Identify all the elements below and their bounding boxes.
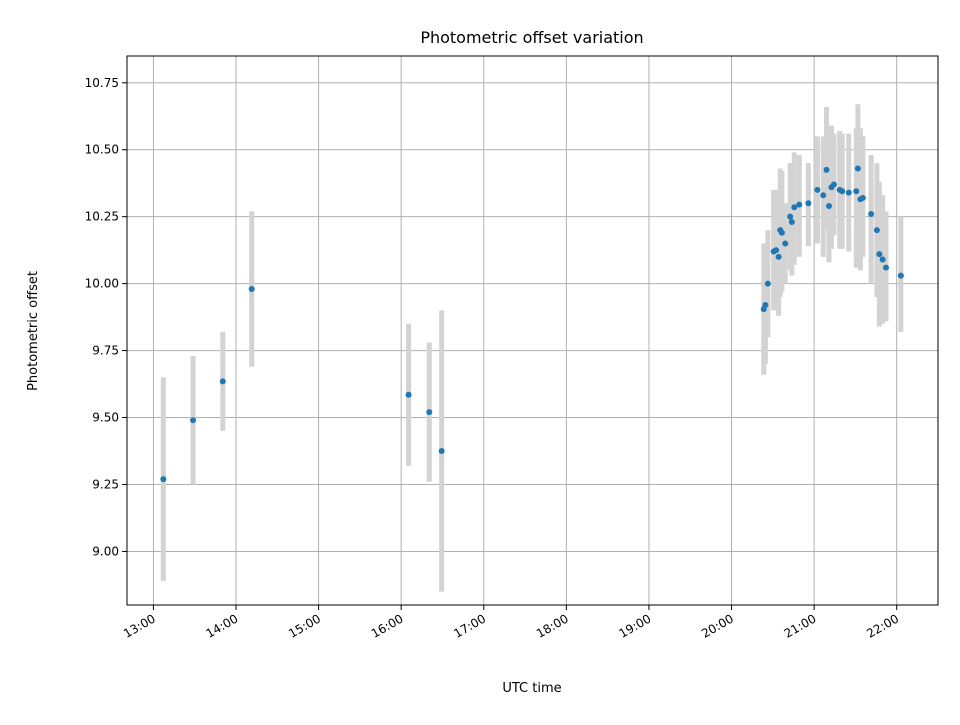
data-point: [873, 227, 880, 234]
y-tick-label: 9.25: [92, 477, 119, 491]
y-tick-label: 9.00: [92, 544, 119, 558]
grid-layer: [127, 56, 938, 605]
point-layer: [160, 165, 904, 483]
data-point: [248, 285, 255, 292]
data-point: [845, 189, 852, 196]
data-point: [796, 201, 803, 208]
data-point: [823, 166, 830, 173]
chart-title: Photometric offset variation: [420, 28, 643, 47]
x-axis-label: UTC time: [502, 681, 561, 696]
plot-frame: [126, 55, 939, 606]
data-point: [778, 229, 785, 236]
data-point: [773, 247, 780, 254]
data-point: [791, 204, 798, 211]
data-point: [788, 219, 795, 226]
y-tick-label: 9.50: [92, 411, 119, 425]
data-point: [190, 417, 197, 424]
y-axis-label: Photometric offset: [26, 271, 41, 391]
data-point: [876, 251, 883, 258]
data-point: [854, 165, 861, 172]
data-point: [426, 409, 433, 416]
data-point: [805, 200, 812, 207]
y-tick-label: 10.75: [85, 76, 119, 90]
data-point: [879, 256, 886, 263]
data-point: [825, 202, 832, 209]
y-tick-label: 9.75: [92, 344, 119, 358]
data-point: [787, 213, 794, 220]
data-point: [775, 253, 782, 260]
data-point: [405, 391, 412, 398]
data-point: [782, 240, 789, 247]
data-point: [830, 181, 837, 188]
data-point: [859, 194, 866, 201]
data-point: [853, 188, 860, 195]
data-point: [868, 211, 875, 218]
data-point: [882, 264, 889, 271]
data-point: [897, 272, 904, 279]
y-tick-label: 10.50: [85, 143, 119, 157]
data-point: [839, 188, 846, 195]
data-point: [762, 302, 769, 309]
data-point: [820, 192, 827, 199]
data-point: [219, 378, 226, 385]
data-point: [814, 186, 821, 193]
data-point: [764, 280, 771, 287]
data-point: [438, 448, 445, 455]
data-point: [160, 476, 167, 483]
y-tick-label: 10.00: [85, 277, 119, 291]
y-tick-label: 10.25: [85, 210, 119, 224]
